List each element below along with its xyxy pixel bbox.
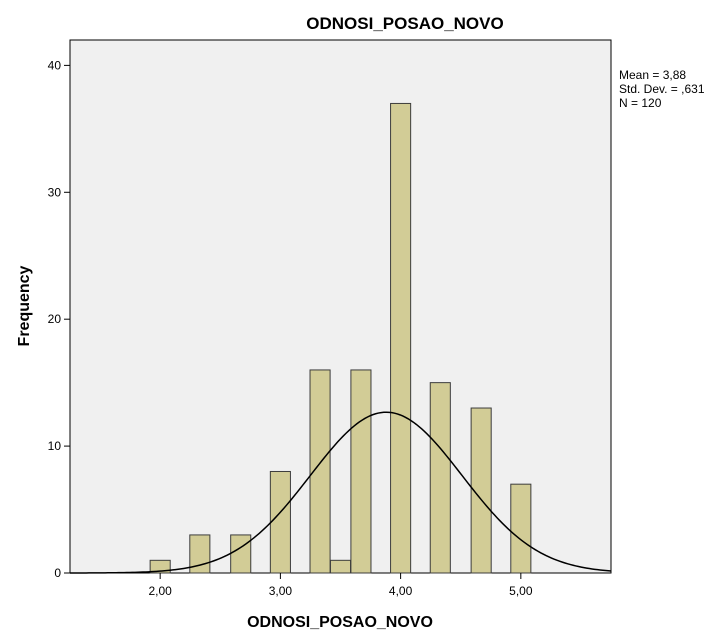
stats-std-dev: Std. Dev. = ,631 xyxy=(619,82,705,96)
histogram-bar-8 xyxy=(429,382,451,574)
x-axis: 2,00 3,00 4,00 5,00 xyxy=(148,573,533,598)
normal-curve xyxy=(70,411,612,574)
x-tick-label-1: 3,00 xyxy=(269,584,293,598)
x-axis-label: ODNOSI_POSAO_NOVO xyxy=(247,614,433,631)
histogram-bar-2 xyxy=(230,534,252,574)
x-tick-label-0: 2,00 xyxy=(148,584,172,598)
y-tick-label-0: 0 xyxy=(54,566,61,580)
y-tick-label-2: 20 xyxy=(48,312,62,326)
y-tick-label-1: 10 xyxy=(48,439,62,453)
histogram-bar-9 xyxy=(470,407,492,574)
chart-title: ODNOSI_POSAO_NOVO xyxy=(306,14,503,33)
stats-n: N = 120 xyxy=(619,96,662,110)
y-axis-label: Frequency xyxy=(16,265,33,346)
y-tick-label-3: 30 xyxy=(48,185,62,199)
x-tick-label-2: 4,00 xyxy=(389,584,413,598)
stats-box: Mean = 3,88 Std. Dev. = ,631 N = 120 xyxy=(619,68,705,110)
histogram-bar-4 xyxy=(309,369,331,574)
y-tick-label-4: 40 xyxy=(48,58,62,72)
histogram-bar-6 xyxy=(350,369,372,574)
histogram-bar-7 xyxy=(390,102,412,574)
histogram-bar-10 xyxy=(510,483,532,574)
histogram-bar-3 xyxy=(269,470,291,574)
stats-mean: Mean = 3,88 xyxy=(619,68,686,82)
x-tick-label-3: 5,00 xyxy=(509,584,533,598)
y-axis: 0 10 20 30 40 xyxy=(48,58,70,580)
histogram-bar-5 xyxy=(329,559,352,574)
